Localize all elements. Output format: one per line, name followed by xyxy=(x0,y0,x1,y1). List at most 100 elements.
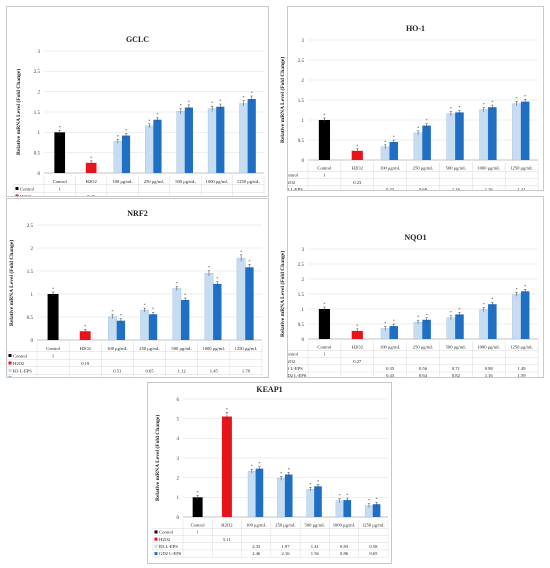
keap1-legend-swatch xyxy=(154,544,158,548)
ho1-table-value: 1.41 xyxy=(518,187,527,190)
keap1-table-value: 0.86 xyxy=(340,551,349,556)
keap1-table-value: 2.33 xyxy=(252,544,261,549)
ho1-x-tick-label: 500 μg/mL xyxy=(446,165,467,170)
nqo1-legend-label: H2O2 xyxy=(288,359,296,364)
nqo1-significance-mark: * xyxy=(384,321,386,326)
gclc-significance-mark: * xyxy=(180,103,182,108)
nrf2-significance-mark: * xyxy=(144,303,146,308)
nrf2-table-value: 0.51 xyxy=(113,368,122,373)
nrf2-x-tick-label: Control xyxy=(46,346,61,351)
gclc-significance-mark: * xyxy=(251,91,253,96)
keap1-significance-mark: * xyxy=(251,464,253,469)
nqo1-x-tick-label: 250 μg/mL xyxy=(413,344,434,349)
nrf2-legend-swatch xyxy=(8,369,12,372)
nrf2-significance-mark: * xyxy=(248,259,250,264)
nrf2-legend-swatch xyxy=(8,361,12,365)
nqo1-y-tick-label: 1 xyxy=(302,308,305,313)
nqo1-y-tick-label: 2.5 xyxy=(298,263,305,268)
nrf2-table-value: 0.42 xyxy=(113,376,122,377)
keap1-bar-gd2-l-eps xyxy=(372,504,381,517)
ho1-bar-gd2-l-eps xyxy=(455,112,464,160)
gclc-bar-b3-l-eps xyxy=(113,141,123,174)
keap1-significance-mark: * xyxy=(288,467,290,472)
nrf2-table-value: 1.78 xyxy=(242,368,251,373)
nrf2-table-value: 1.45 xyxy=(210,368,219,373)
keap1-bar-control xyxy=(192,497,203,517)
ho1-y-tick-label: 2 xyxy=(302,79,305,84)
gclc-table-value: 0.25 xyxy=(87,194,96,196)
nrf2-significance-mark: * xyxy=(176,281,178,286)
ho1-y-tick-label: 0.5 xyxy=(298,139,305,144)
gclc-significance-mark: * xyxy=(148,118,150,123)
nrf2-table-value: 0.19 xyxy=(81,361,90,366)
ho1-significance-mark: * xyxy=(393,135,395,140)
gclc-significance-mark: * xyxy=(156,112,158,117)
gclc-x-tick-label: 100 μg/mL xyxy=(112,179,133,184)
nqo1-significance-mark: * xyxy=(458,307,460,312)
keap1-y-tick-label: 2 xyxy=(177,476,180,481)
nrf2-y-tick-label: 2 xyxy=(31,247,34,252)
nrf2-legend-label: GD2 L-EPS xyxy=(13,376,36,377)
nrf2-bar-h2o2 xyxy=(79,331,91,340)
keap1-x-tick-label: 100 μg/mL xyxy=(246,522,267,527)
ho1-table-value: 0.68 xyxy=(419,187,428,190)
keap1-bar-gd2-l-eps xyxy=(343,500,352,517)
nrf2-significance-mark: * xyxy=(216,276,218,281)
nrf2-x-tick-label: 250 μg/mL xyxy=(139,346,160,351)
keap1-table-value: 1 xyxy=(196,530,199,535)
nrf2-x-tick-label: 1000 μg/mL xyxy=(202,346,225,351)
keap1-table-value: 1.41 xyxy=(311,544,320,549)
nqo1-x-tick-label: 100 μg/mL xyxy=(380,344,401,349)
nqo1-y-tick-label: 0 xyxy=(302,338,305,343)
gclc-bar-control xyxy=(54,132,66,173)
nqo1-bar-b3-l-eps xyxy=(413,321,423,340)
ho1-y-tick-label: 0 xyxy=(302,159,305,164)
ho1-table-value: 1.26 xyxy=(485,187,494,190)
nrf2-y-tick-label: 1.5 xyxy=(27,270,34,275)
keap1-y-tick-label: 5 xyxy=(177,417,180,422)
nqo1-significance-mark: * xyxy=(483,302,485,307)
keap1-significance-mark: * xyxy=(197,490,199,495)
ho1-significance-mark: * xyxy=(450,106,452,111)
nqo1-significance-mark: * xyxy=(393,319,395,324)
nqo1-table-value: 0.35 xyxy=(386,366,395,371)
ho1-x-tick-label: 100 μg/mL xyxy=(380,165,401,170)
nqo1-x-tick-label: 1000 μg/mL xyxy=(477,344,500,349)
ho1-significance-mark: * xyxy=(458,105,460,110)
gclc-table-value: 1 xyxy=(59,186,62,191)
gclc-significance-mark: * xyxy=(219,99,221,104)
nqo1-significance-mark: * xyxy=(356,323,358,328)
keap1-significance-mark: * xyxy=(317,479,319,484)
ho1-bar-gd2-l-eps xyxy=(389,142,399,160)
keap1-bar-b3-l-eps xyxy=(247,470,256,518)
nqo1-significance-mark: * xyxy=(417,315,419,320)
nrf2-chart-svg: 00.511.522.5************Control H2O2 100 μ… xyxy=(7,224,263,377)
nqo1-y-tick-label: 1.5 xyxy=(298,293,305,298)
nrf2-legend-label: H2O2 xyxy=(13,361,25,366)
gclc-x-tick-label: 500 μg/mL xyxy=(175,179,196,184)
ho1-significance-mark: * xyxy=(524,94,526,99)
keap1-significance-mark: * xyxy=(280,471,282,476)
nqo1-table-value: 1 xyxy=(323,352,326,357)
ho1-y-tick-label: 1 xyxy=(302,119,305,124)
ho1-x-tick-label: 1000 μg/mL xyxy=(477,165,500,170)
nqo1-bar-control xyxy=(318,309,331,339)
nqo1-bar-b3-l-eps xyxy=(479,309,489,340)
ho1-legend-label: Control xyxy=(288,173,299,178)
gclc-bar-gd2-l-eps xyxy=(184,107,193,173)
ho1-y-axis-label: Relative mRNA Level (Fold Change) xyxy=(280,56,286,143)
nrf2-table-value: 0.56 xyxy=(145,376,154,377)
nrf2-table-value: 0.87 xyxy=(178,376,187,377)
keap1-significance-mark: * xyxy=(258,461,260,466)
keap1-y-tick-label: 6 xyxy=(177,398,180,403)
ho1-legend-label: H2O2 xyxy=(288,180,296,185)
nqo1-bar-gd2-l-eps xyxy=(389,326,399,339)
nqo1-y-tick-label: 3 xyxy=(302,248,305,253)
gclc-bar-h2o2 xyxy=(85,162,97,173)
keap1-y-tick-label: 3 xyxy=(177,457,180,462)
gclc-significance-mark: * xyxy=(211,101,213,106)
nrf2-bar-b3-l-eps xyxy=(204,273,214,341)
ho1-significance-mark: * xyxy=(516,96,518,101)
nqo1-x-tick-label: H2O2 xyxy=(352,344,364,349)
nqo1-table-value: 0.56 xyxy=(419,366,428,371)
